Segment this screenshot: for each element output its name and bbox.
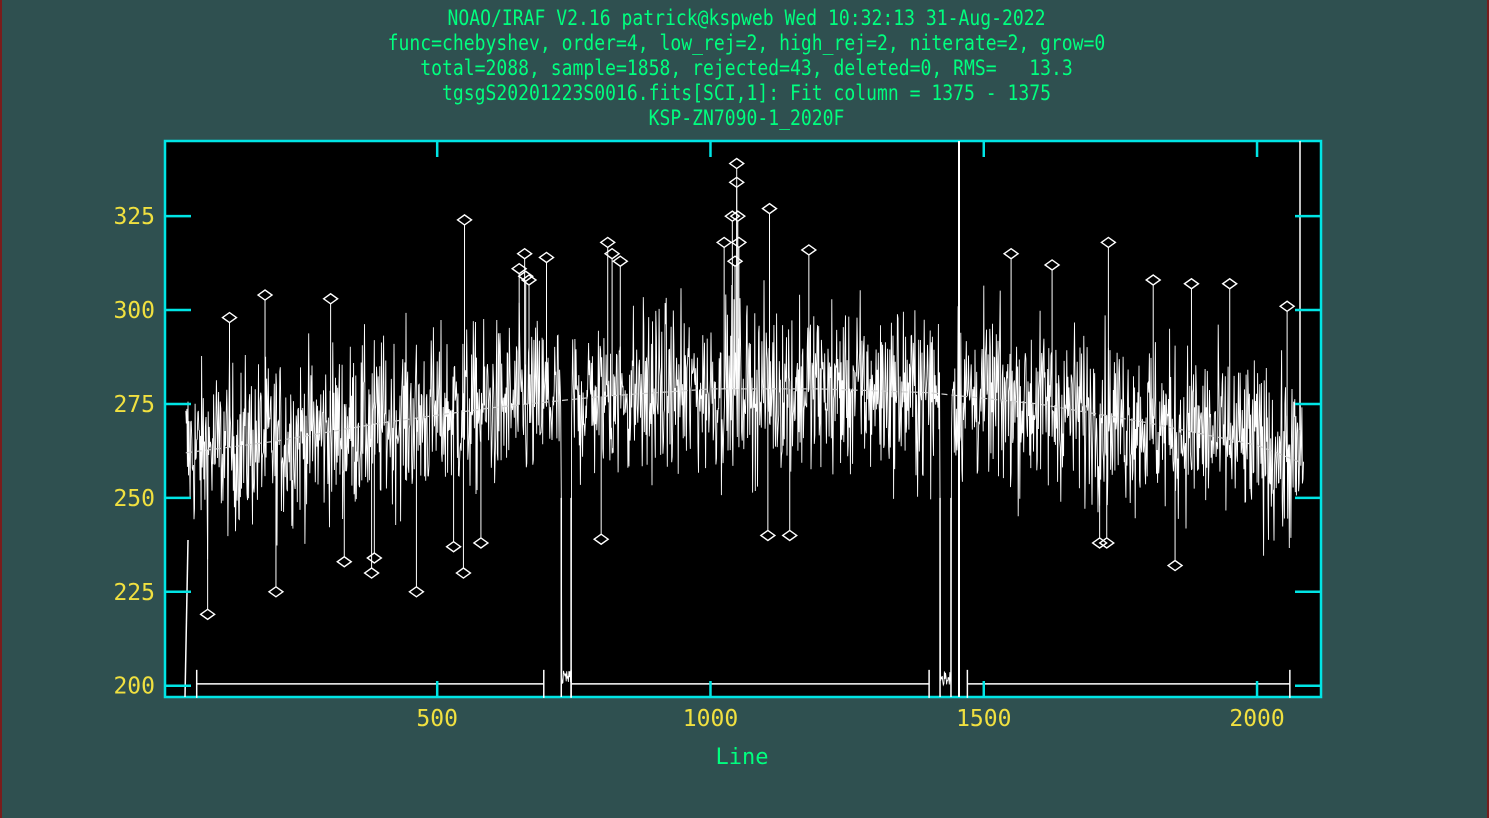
data-trace xyxy=(184,141,1304,698)
rejected-point xyxy=(516,247,533,260)
rejected-point xyxy=(800,244,818,256)
gap-lines xyxy=(560,497,952,697)
y-tick-label: 325 xyxy=(113,204,155,230)
rejected-point xyxy=(726,255,744,268)
rejected-point xyxy=(1221,277,1238,290)
header-line-stats: total=2088, sample=1858, rejected=43, de… xyxy=(420,56,1073,80)
header-line-file: tgsgS20201223S0016.fits[SCI,1]: Fit colu… xyxy=(442,81,1051,105)
y-tick-label: 225 xyxy=(113,580,155,606)
header-line-system: NOAO/IRAF V2.16 patrick@kspweb Wed 10:32… xyxy=(447,6,1046,30)
x-tick-label: 1500 xyxy=(956,706,1011,732)
rejected-point xyxy=(267,585,285,598)
x-axis-label: Line xyxy=(716,745,769,770)
rejected-point xyxy=(612,255,629,268)
rejected-point xyxy=(408,585,425,598)
rejected-point xyxy=(1043,259,1061,271)
data-trace-edge xyxy=(184,539,189,698)
rejected-point xyxy=(1278,300,1296,313)
rejected-point xyxy=(599,236,616,249)
rejected-point xyxy=(603,247,621,260)
rejected-point xyxy=(1091,537,1108,549)
rejected-point xyxy=(256,289,274,301)
y-tick-label: 250 xyxy=(113,486,155,512)
rejected-point xyxy=(455,567,472,579)
rejected-point xyxy=(1166,559,1184,572)
rejected-point xyxy=(1098,537,1115,549)
x-tick-label: 1000 xyxy=(683,706,738,732)
y-tick-label: 300 xyxy=(113,298,155,324)
tick-labels: 200 225 250 275 300 325 500 1000 1500 2000 xyxy=(113,204,1284,732)
fit-curve xyxy=(185,388,1302,463)
rejected-point xyxy=(366,552,383,564)
data-trace-path xyxy=(185,280,1304,687)
header-line-function: func=chebyshev, order=4, low_rej=2, high… xyxy=(387,31,1106,55)
rejected-points xyxy=(199,157,1296,621)
rejected-point xyxy=(781,529,798,542)
rejected-point xyxy=(761,202,778,215)
fit-curve-path xyxy=(185,388,1302,463)
rejected-point xyxy=(520,274,538,286)
rejected-point xyxy=(510,262,528,275)
rejected-point xyxy=(1144,274,1162,286)
x-tick-label: 500 xyxy=(416,706,458,732)
rejected-point xyxy=(592,533,610,546)
rejected-point xyxy=(1002,247,1020,260)
rejected-point xyxy=(728,176,745,189)
rejected-point xyxy=(730,236,748,249)
y-tick-label: 275 xyxy=(113,392,155,418)
rejected-point xyxy=(322,292,339,305)
plot-header: NOAO/IRAF V2.16 patrick@kspweb Wed 10:32… xyxy=(2,6,1489,131)
rejected-point xyxy=(363,567,380,579)
rejected-point xyxy=(538,251,555,264)
header-line-object: KSP-ZN7090-1_2020F xyxy=(648,106,845,130)
sample-regions xyxy=(195,669,1291,698)
rejected-point xyxy=(472,537,490,549)
rejected-point xyxy=(445,540,462,553)
rejected-point xyxy=(724,210,741,222)
rejected-point xyxy=(1183,277,1200,290)
rejected-point xyxy=(1100,236,1117,249)
axis-ticks xyxy=(165,141,1321,697)
rejected-point xyxy=(728,157,745,170)
rejected-point xyxy=(456,214,473,226)
x-tick-label: 2000 xyxy=(1229,706,1284,732)
rejected-point xyxy=(336,555,353,568)
rejected-point xyxy=(199,608,216,621)
y-tick-label: 200 xyxy=(113,674,155,700)
rejected-point xyxy=(729,210,747,222)
rejected-point xyxy=(759,529,777,542)
rejected-point xyxy=(221,311,238,324)
